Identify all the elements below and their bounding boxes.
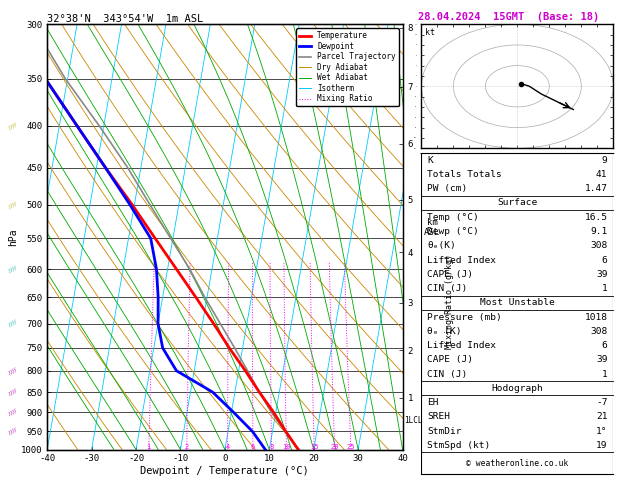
Text: 41: 41 [596, 170, 608, 179]
Text: 1LCL: 1LCL [404, 416, 423, 425]
Text: ////: //// [8, 265, 18, 274]
Text: Surface: Surface [498, 198, 537, 208]
Text: CAPE (J): CAPE (J) [427, 270, 473, 279]
Text: θₑ(K): θₑ(K) [427, 241, 456, 250]
Text: 16.5: 16.5 [584, 213, 608, 222]
Y-axis label: km
ASL: km ASL [424, 218, 440, 237]
Text: -7: -7 [596, 398, 608, 407]
Text: CIN (J): CIN (J) [427, 369, 467, 379]
Text: StmSpd (kt): StmSpd (kt) [427, 441, 491, 450]
Text: 32°38'N  343°54'W  1m ASL: 32°38'N 343°54'W 1m ASL [47, 14, 203, 23]
Text: Temp (°C): Temp (°C) [427, 213, 479, 222]
Text: K: K [427, 156, 433, 165]
Text: 20: 20 [330, 444, 339, 450]
Text: 1: 1 [602, 284, 608, 293]
Text: 39: 39 [596, 355, 608, 364]
Text: 4: 4 [225, 444, 230, 450]
Text: 25: 25 [347, 444, 355, 450]
Text: EH: EH [427, 398, 438, 407]
Text: 39: 39 [596, 270, 608, 279]
Text: 1: 1 [602, 369, 608, 379]
Text: Most Unstable: Most Unstable [480, 298, 555, 307]
Text: ////: //// [8, 200, 18, 209]
Text: Lifted Index: Lifted Index [427, 256, 496, 264]
Text: 1: 1 [147, 444, 151, 450]
Text: 8: 8 [269, 444, 274, 450]
Text: θₑ (K): θₑ (K) [427, 327, 462, 336]
Text: CAPE (J): CAPE (J) [427, 355, 473, 364]
Text: 6: 6 [602, 256, 608, 264]
Text: Lifted Index: Lifted Index [427, 341, 496, 350]
Text: Pressure (mb): Pressure (mb) [427, 312, 502, 322]
Text: CIN (J): CIN (J) [427, 284, 467, 293]
Legend: Temperature, Dewpoint, Parcel Trajectory, Dry Adiabat, Wet Adiabat, Isotherm, Mi: Temperature, Dewpoint, Parcel Trajectory… [296, 28, 399, 106]
Text: Hodograph: Hodograph [491, 384, 543, 393]
Text: 19: 19 [596, 441, 608, 450]
Text: ////: //// [8, 319, 18, 328]
Text: ////: //// [8, 388, 18, 397]
Text: PW (cm): PW (cm) [427, 184, 467, 193]
Text: Dewp (°C): Dewp (°C) [427, 227, 479, 236]
Text: ////: //// [8, 408, 18, 417]
Text: 9.1: 9.1 [590, 227, 608, 236]
X-axis label: Dewpoint / Temperature (°C): Dewpoint / Temperature (°C) [140, 466, 309, 476]
Text: 1.47: 1.47 [584, 184, 608, 193]
Text: 2: 2 [185, 444, 189, 450]
Text: StmDir: StmDir [427, 427, 462, 435]
Text: ////: //// [8, 427, 18, 436]
Text: 9: 9 [602, 156, 608, 165]
Text: 1018: 1018 [584, 312, 608, 322]
Text: 28.04.2024  15GMT  (Base: 18): 28.04.2024 15GMT (Base: 18) [418, 12, 599, 22]
Text: 308: 308 [590, 241, 608, 250]
Text: 21: 21 [596, 412, 608, 421]
Text: 6: 6 [602, 341, 608, 350]
Text: SREH: SREH [427, 412, 450, 421]
Text: 10: 10 [282, 444, 291, 450]
Text: Mixing Ratio (g/kg): Mixing Ratio (g/kg) [445, 254, 454, 349]
Text: 6: 6 [251, 444, 255, 450]
Text: Totals Totals: Totals Totals [427, 170, 502, 179]
Text: 1°: 1° [596, 427, 608, 435]
Text: 308: 308 [590, 327, 608, 336]
Text: ////: //// [8, 122, 18, 130]
Text: © weatheronline.co.uk: © weatheronline.co.uk [466, 459, 569, 469]
Text: 15: 15 [310, 444, 318, 450]
Text: kt: kt [425, 28, 435, 37]
Text: ////: //// [8, 366, 18, 375]
Y-axis label: hPa: hPa [8, 228, 18, 246]
